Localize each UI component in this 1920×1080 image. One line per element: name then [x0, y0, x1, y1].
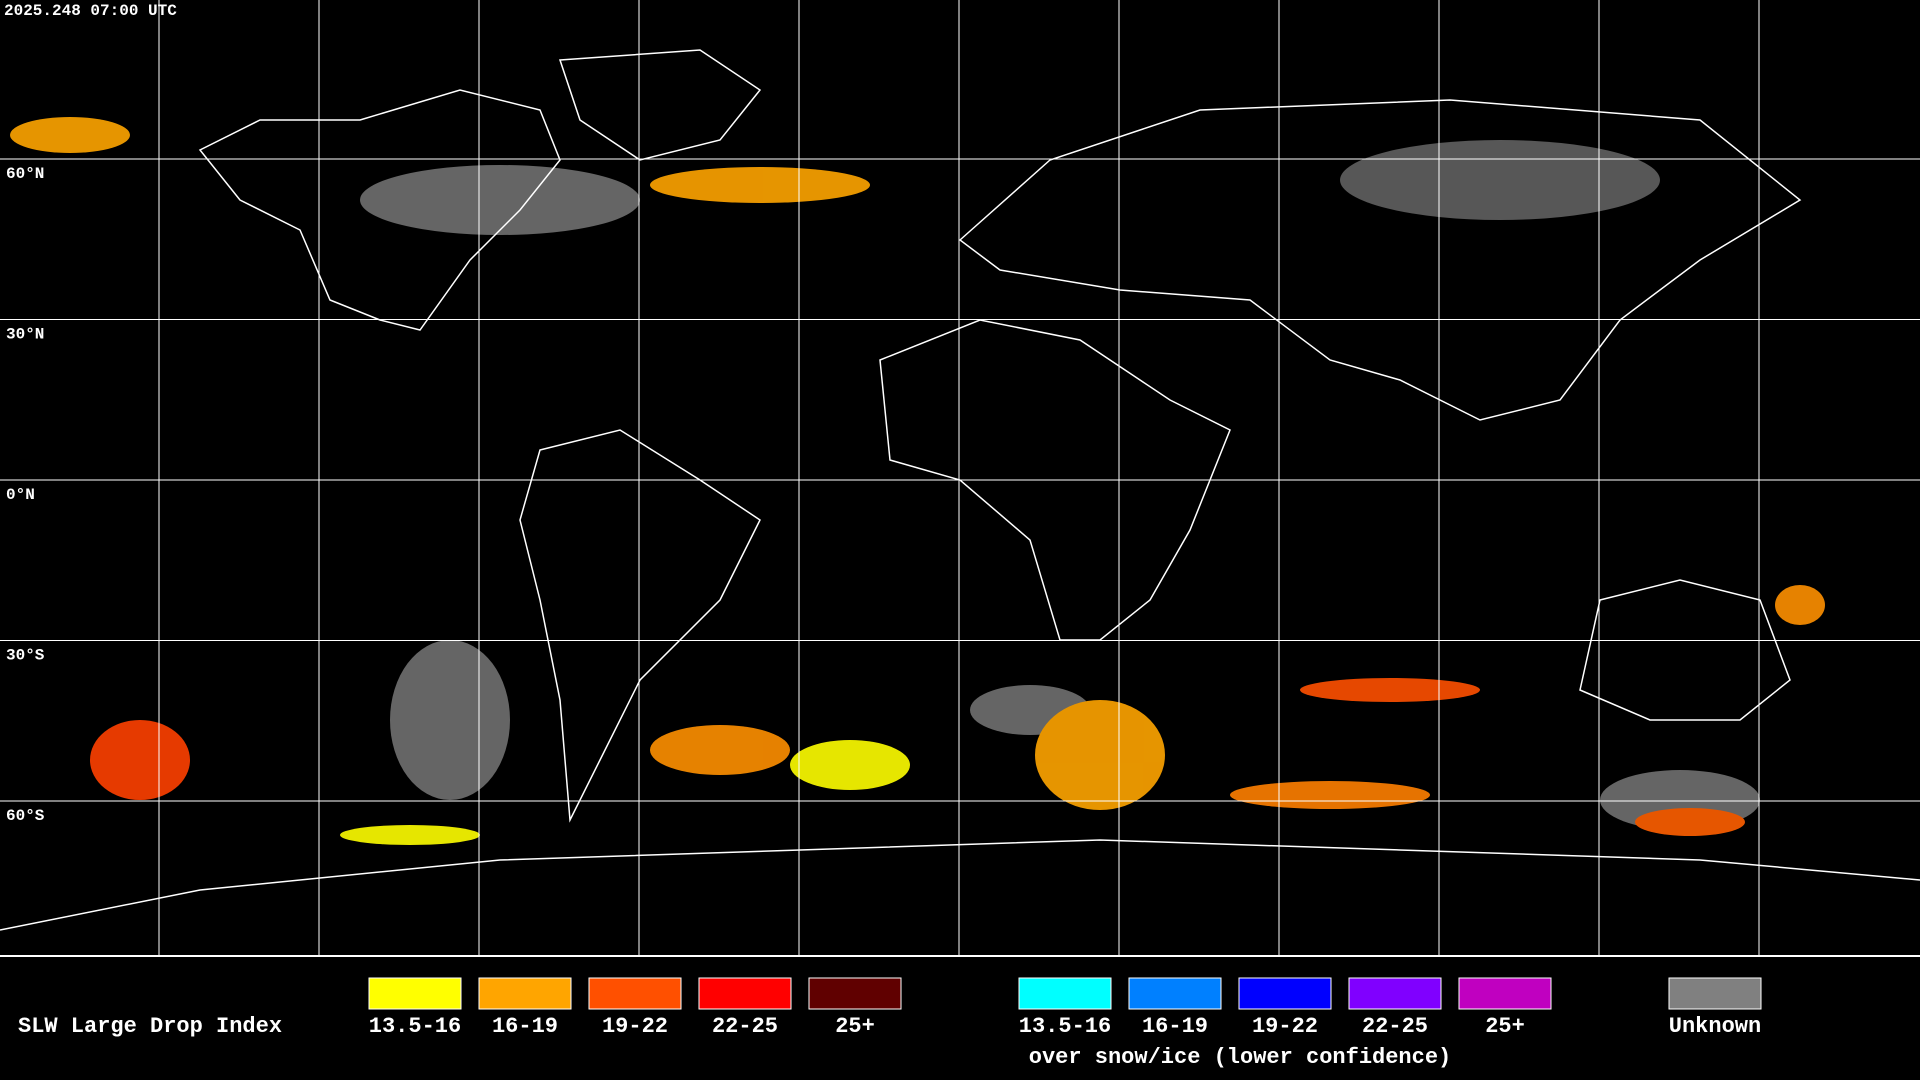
drop-area [10, 117, 130, 153]
legend-swatch [368, 977, 462, 1010]
coastline [958, 99, 1802, 421]
drop-area [1300, 678, 1480, 702]
legend-swatch [698, 977, 792, 1010]
legend-label: 25+ [1485, 1014, 1525, 1039]
coastline [558, 49, 762, 161]
legend-note: over snow/ice (lower confidence) [1029, 1045, 1451, 1070]
legend-swatch [808, 977, 902, 1010]
drop-area [1230, 781, 1430, 809]
legend-label: 22-25 [712, 1014, 778, 1039]
cloud-field [10, 117, 1825, 845]
timestamp: 2025.248 07:00 UTC [4, 2, 177, 20]
lat-label: 30°S [6, 647, 45, 665]
lat-label: 60°N [6, 165, 44, 183]
legend-label: 16-19 [492, 1014, 558, 1039]
unknown-area [390, 640, 510, 800]
legend-label: 16-19 [1142, 1014, 1208, 1039]
legend-swatch [478, 977, 572, 1010]
legend-swatch [1668, 977, 1762, 1010]
legend-swatch [1238, 977, 1332, 1010]
drop-area [340, 825, 480, 845]
legend-label: 19-22 [602, 1014, 668, 1039]
unknown-area [1340, 140, 1660, 220]
legend-swatch [1018, 977, 1112, 1010]
coastline [519, 429, 761, 823]
legend-swatch [588, 977, 682, 1010]
unknown-area [360, 165, 640, 235]
legend-swatch [1128, 977, 1222, 1010]
legend-label: 13.5-16 [1019, 1014, 1111, 1039]
legend-label: 22-25 [1362, 1014, 1428, 1039]
coastline [198, 89, 561, 331]
legend: SLW Large Drop Index over snow/ice (lowe… [18, 977, 1762, 1070]
legend-label: 19-22 [1252, 1014, 1318, 1039]
drop-area [1775, 585, 1825, 625]
drop-area [790, 740, 910, 790]
coastline [1579, 579, 1791, 721]
lat-label: 30°N [6, 326, 44, 344]
drop-area [1035, 700, 1165, 810]
legend-swatch [1458, 977, 1552, 1010]
drop-area [1635, 808, 1745, 836]
legend-label: Unknown [1669, 1014, 1761, 1039]
map-border [0, 955, 1920, 957]
lat-label: 0°N [6, 486, 35, 504]
drop-area [650, 167, 870, 203]
drop-area [650, 725, 790, 775]
coastline [0, 839, 1920, 931]
lat-label: 60°S [6, 807, 45, 825]
drop-area [90, 720, 190, 800]
legend-label: 13.5-16 [369, 1014, 461, 1039]
legend-label: 25+ [835, 1014, 875, 1039]
legend-title: SLW Large Drop Index [18, 1014, 282, 1039]
graticule: 60°N 30°N 0°N 30°S 60°S [0, 0, 1920, 955]
legend-swatch [1348, 977, 1442, 1010]
